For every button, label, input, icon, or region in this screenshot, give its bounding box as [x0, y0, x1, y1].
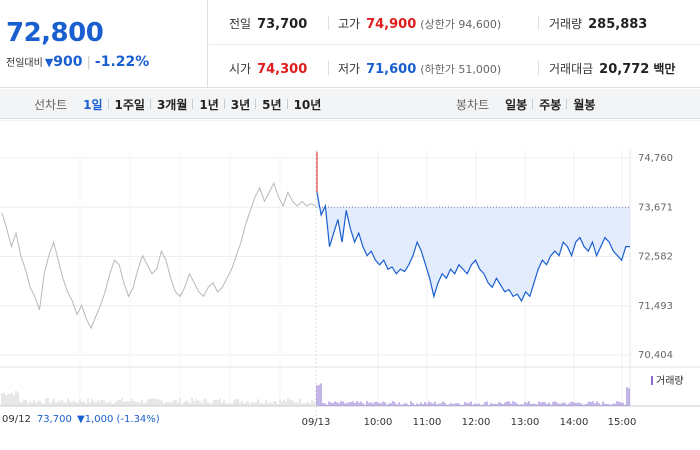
- line-chart-period-group: 선차트 1일 1주일 3개월 1년 3년 5년 10년: [34, 89, 327, 119]
- trade-value: 거래대금 20,772 백만: [549, 60, 681, 77]
- period-5y-button[interactable]: 5년: [255, 96, 287, 113]
- divider: [538, 61, 539, 75]
- change-label: 전일대비: [6, 58, 43, 69]
- divider: [538, 16, 539, 30]
- open-price: 시가 74,300: [229, 60, 307, 77]
- high-price: 고가 74,900 (상한가 94,600): [338, 15, 501, 32]
- candle-chart-group: 봉차트 일봉 주봉 월봉: [456, 89, 601, 119]
- prev-day-summary: 09/12 73,700 ▼1,000 (-1.34%): [2, 414, 160, 425]
- x-tick-label: 09/13: [302, 417, 331, 428]
- upper-limit: (상한가 94,600): [420, 18, 502, 31]
- period-3m-button[interactable]: 3개월: [149, 96, 193, 113]
- x-tick-label: 10:00: [364, 417, 393, 428]
- volume-legend-label: 거래량: [656, 376, 684, 387]
- y-tick-label: 71,493: [638, 301, 673, 312]
- price-box: 72,800 전일대비 ▼900 | -1.22%: [0, 0, 208, 88]
- y-tick-label: 73,671: [638, 202, 673, 213]
- below-reference-fill: [317, 192, 630, 301]
- low-label: 저가: [338, 62, 361, 76]
- divider: |: [86, 55, 91, 70]
- prev-day-line: [1, 182, 317, 330]
- y-tick-label: 74,760: [638, 153, 673, 164]
- candle-weekly-button[interactable]: 주봉: [532, 96, 567, 113]
- low-price: 저가 71,600 (하한가 51,000): [338, 60, 501, 77]
- low-value: 71,600: [366, 62, 417, 77]
- volume-legend-swatch: [651, 376, 653, 385]
- candle-chart-label: 봉차트: [456, 97, 490, 112]
- y-tick-label: 70,404: [638, 350, 673, 361]
- quote-summary: 72,800 전일대비 ▼900 | -1.22% 전일 73,700 고가 74,900…: [0, 0, 700, 88]
- x-tick-label: 12:00: [462, 417, 491, 428]
- period-10y-button[interactable]: 10년: [286, 96, 328, 113]
- x-tick-label: 13:00: [511, 417, 540, 428]
- current-price: 72,800: [6, 18, 104, 48]
- x-tick-label: 11:00: [413, 417, 442, 428]
- change-amount: 900: [53, 54, 83, 70]
- prev-close-value: 73,700: [257, 17, 308, 32]
- trade-value-label: 거래대금: [549, 62, 594, 76]
- chart-toolbar: 선차트 1일 1주일 3개월 1년 3년 5년 10년 봉차트 일봉 주봉 월봉: [0, 89, 700, 119]
- high-value: 74,900: [366, 17, 417, 32]
- prev-day-close: 73,700: [36, 414, 72, 425]
- candle-monthly-button[interactable]: 월봉: [566, 96, 601, 113]
- high-label: 고가: [338, 17, 361, 31]
- divider: [328, 16, 329, 30]
- prev-close-label: 전일: [229, 17, 252, 31]
- price-chart-svg: 74,760 73,671 72,582 71,493 70,404 09/13 10:00…: [0, 120, 700, 428]
- down-triangle-icon: ▼: [44, 56, 54, 69]
- row-divider: [209, 44, 700, 45]
- volume: 거래량 285,883: [549, 15, 647, 32]
- line-chart-label: 선차트: [34, 97, 68, 112]
- period-1d-button[interactable]: 1일: [83, 97, 103, 112]
- prev-day-date: 09/12: [2, 414, 31, 425]
- volume-legend: 거래량: [651, 372, 684, 387]
- open-value: 74,300: [257, 62, 308, 77]
- open-label: 시가: [229, 62, 252, 76]
- prev-day-change: ▼1,000 (-1.34%): [77, 414, 160, 425]
- today-price-line: [316, 192, 630, 303]
- period-1w-button[interactable]: 1주일: [107, 96, 151, 113]
- volume-value: 285,883: [588, 17, 648, 32]
- price-chart[interactable]: 74,760 73,671 72,582 71,493 70,404 09/13 10:00…: [0, 120, 700, 450]
- x-tick-label: 15:00: [608, 417, 637, 428]
- candle-daily-button[interactable]: 일봉: [505, 97, 528, 112]
- lower-limit: (하한가 51,000): [420, 63, 502, 76]
- prev-close: 전일 73,700: [229, 15, 307, 32]
- divider: [328, 61, 329, 75]
- change-row: 전일대비 ▼900 | -1.22%: [6, 54, 149, 70]
- change-percent: -1.22%: [94, 54, 150, 70]
- x-tick-label: 14:00: [560, 417, 589, 428]
- volume-label: 거래량: [549, 17, 583, 31]
- y-tick-label: 72,582: [638, 252, 673, 263]
- period-3y-button[interactable]: 3년: [223, 96, 256, 113]
- period-1y-button[interactable]: 1년: [192, 96, 224, 113]
- trade-value-amount: 20,772: [599, 62, 650, 77]
- trade-value-unit: 백만: [653, 62, 676, 76]
